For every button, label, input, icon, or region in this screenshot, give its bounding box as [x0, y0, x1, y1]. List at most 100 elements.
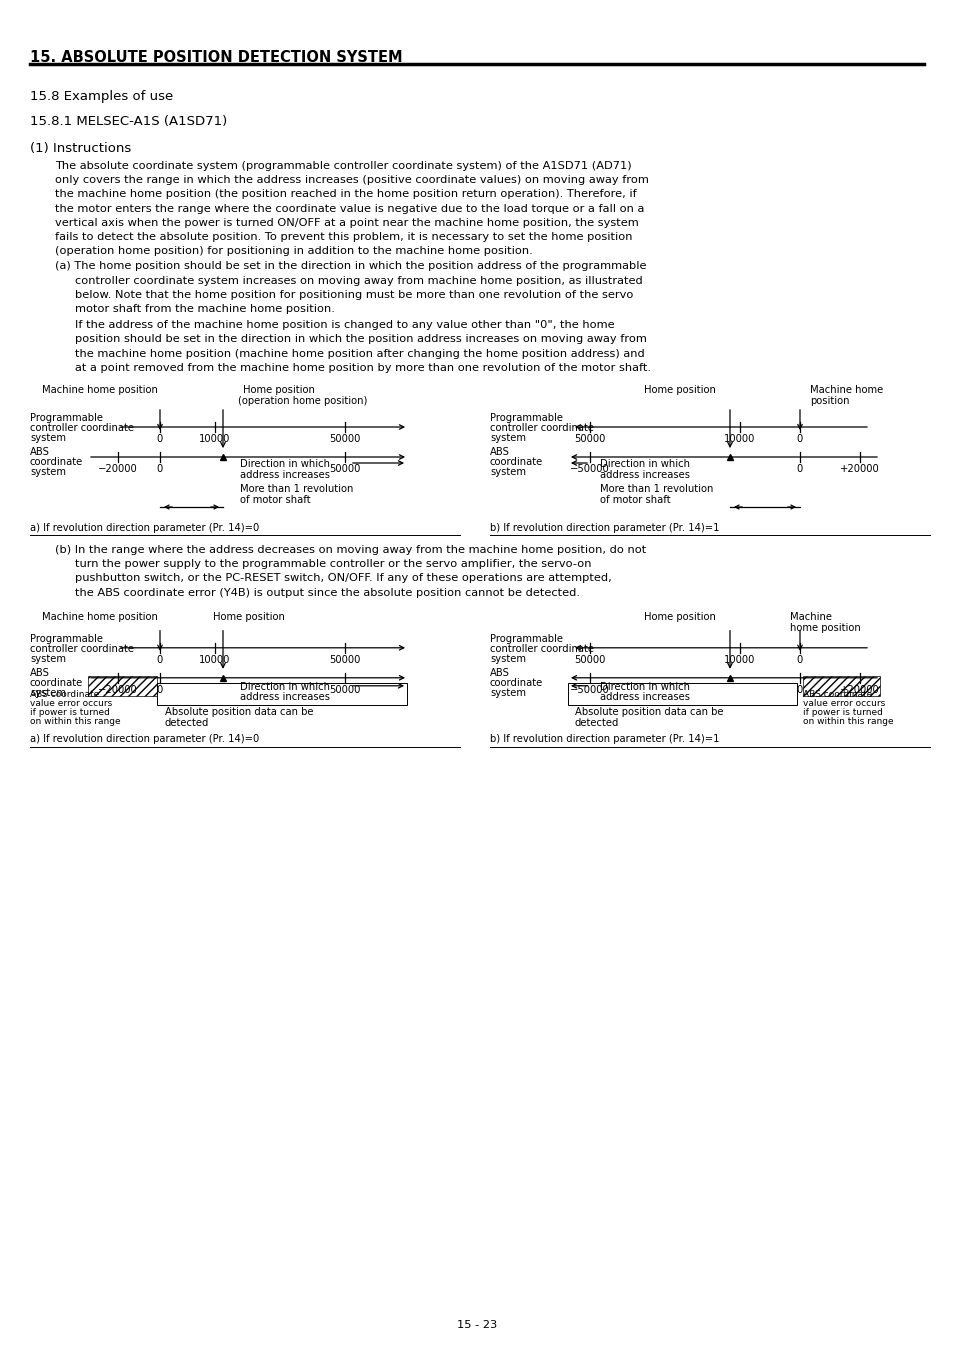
- Text: controller coordinate system increases on moving away from machine home position: controller coordinate system increases o…: [75, 275, 642, 286]
- Text: (1) Instructions: (1) Instructions: [30, 142, 132, 155]
- Text: 15.8 Examples of use: 15.8 Examples of use: [30, 90, 173, 103]
- Text: 50000: 50000: [329, 684, 360, 695]
- Text: detected: detected: [575, 718, 618, 728]
- Text: b) If revolution direction parameter (Pr. 14)=1: b) If revolution direction parameter (Pr…: [490, 522, 719, 533]
- Text: the ABS coordinate error (Y4B) is output since the absolute position cannot be d: the ABS coordinate error (Y4B) is output…: [75, 587, 579, 598]
- Text: More than 1 revolution: More than 1 revolution: [240, 485, 353, 494]
- Text: 0: 0: [796, 464, 802, 474]
- Text: ABS: ABS: [490, 668, 509, 678]
- Text: 0: 0: [156, 433, 163, 444]
- Text: ABS: ABS: [490, 447, 509, 458]
- Text: Home position: Home position: [643, 385, 715, 396]
- Text: system: system: [30, 467, 66, 477]
- Text: 50000: 50000: [329, 655, 360, 664]
- Text: on within this range: on within this range: [30, 717, 120, 726]
- Text: 10000: 10000: [199, 433, 231, 444]
- Text: a) If revolution direction parameter (Pr. 14)=0: a) If revolution direction parameter (Pr…: [30, 734, 259, 744]
- Bar: [802, 676, 879, 695]
- Text: on within this range: on within this range: [802, 717, 893, 726]
- Text: coordinate: coordinate: [490, 458, 542, 467]
- Text: if power is turned: if power is turned: [802, 707, 882, 717]
- Text: Machine home position: Machine home position: [42, 612, 158, 622]
- Text: system: system: [490, 687, 525, 698]
- Text: ABS coordinate: ABS coordinate: [802, 690, 871, 699]
- Text: address increases: address increases: [599, 470, 689, 481]
- Text: (b) In the range where the address decreases on moving away from the machine hom: (b) In the range where the address decre…: [55, 545, 645, 555]
- Text: More than 1 revolution: More than 1 revolution: [599, 485, 713, 494]
- Text: system: system: [490, 653, 525, 664]
- Text: Programmable: Programmable: [490, 413, 562, 423]
- Text: 0: 0: [796, 433, 802, 444]
- Text: 15. ABSOLUTE POSITION DETECTION SYSTEM: 15. ABSOLUTE POSITION DETECTION SYSTEM: [30, 50, 402, 65]
- Text: coordinate: coordinate: [30, 458, 83, 467]
- Text: b) If revolution direction parameter (Pr. 14)=1: b) If revolution direction parameter (Pr…: [490, 734, 719, 744]
- Text: value error occurs: value error occurs: [802, 699, 884, 707]
- Text: Direction in which: Direction in which: [599, 459, 689, 468]
- Text: system: system: [30, 687, 66, 698]
- Text: (a) The home position should be set in the direction in which the position addre: (a) The home position should be set in t…: [55, 262, 646, 271]
- Text: of motor shaft: of motor shaft: [599, 495, 670, 505]
- Text: 50000: 50000: [329, 464, 360, 474]
- Bar: [567, 683, 796, 705]
- Text: 0: 0: [156, 684, 163, 695]
- Text: ABS: ABS: [30, 447, 50, 458]
- Text: ABS coordinate: ABS coordinate: [30, 690, 99, 699]
- Text: if power is turned: if power is turned: [30, 707, 110, 717]
- Text: below. Note that the home position for positioning must be more than one revolut: below. Note that the home position for p…: [75, 290, 633, 300]
- Text: Machine home: Machine home: [809, 385, 882, 396]
- Text: the motor enters the range where the coordinate value is negative due to the loa: the motor enters the range where the coo…: [55, 204, 643, 213]
- Text: home position: home position: [789, 622, 860, 633]
- Bar: [88, 676, 157, 695]
- Text: +20000: +20000: [840, 464, 879, 474]
- Text: system: system: [30, 433, 66, 443]
- Text: 50000: 50000: [574, 655, 605, 664]
- Text: turn the power supply to the programmable controller or the servo amplifier, the: turn the power supply to the programmabl…: [75, 559, 591, 570]
- Text: 0: 0: [156, 655, 163, 664]
- Text: Direction in which: Direction in which: [599, 682, 689, 691]
- Text: controller coordinate: controller coordinate: [490, 423, 594, 433]
- Text: +20000: +20000: [840, 684, 879, 695]
- Text: Programmable: Programmable: [30, 413, 103, 423]
- Text: Home position: Home position: [243, 385, 314, 396]
- Text: position: position: [809, 396, 848, 406]
- Text: Home position: Home position: [643, 612, 715, 622]
- Text: 15 - 23: 15 - 23: [456, 1320, 497, 1330]
- Text: coordinate: coordinate: [490, 678, 542, 687]
- Text: position should be set in the direction in which the position address increases : position should be set in the direction …: [75, 335, 646, 344]
- Text: the machine home position (machine home position after changing the home positio: the machine home position (machine home …: [75, 348, 644, 359]
- Text: motor shaft from the machine home position.: motor shaft from the machine home positi…: [75, 304, 335, 315]
- Text: 10000: 10000: [199, 655, 231, 664]
- Text: Direction in which: Direction in which: [240, 459, 330, 468]
- Text: of motor shaft: of motor shaft: [240, 495, 311, 505]
- Text: 10000: 10000: [723, 433, 755, 444]
- Text: 15.8.1 MELSEC-A1S (A1SD71): 15.8.1 MELSEC-A1S (A1SD71): [30, 115, 227, 128]
- Text: fails to detect the absolute position. To prevent this problem, it is necessary : fails to detect the absolute position. T…: [55, 232, 632, 242]
- Text: system: system: [490, 467, 525, 477]
- Text: Programmable: Programmable: [30, 633, 103, 644]
- Text: Absolute position data can be: Absolute position data can be: [165, 707, 314, 717]
- Text: Machine home position: Machine home position: [42, 385, 158, 396]
- Text: 0: 0: [156, 464, 163, 474]
- Text: 10000: 10000: [723, 655, 755, 664]
- Text: 0: 0: [796, 655, 802, 664]
- Text: controller coordinate: controller coordinate: [30, 644, 133, 653]
- Text: pushbutton switch, or the PC-RESET switch, ON/OFF. If any of these operations ar: pushbutton switch, or the PC-RESET switc…: [75, 574, 611, 583]
- Text: address increases: address increases: [599, 691, 689, 702]
- Text: controller coordinate: controller coordinate: [30, 423, 133, 433]
- Text: 0: 0: [796, 684, 802, 695]
- Text: −50000: −50000: [570, 464, 609, 474]
- Text: The absolute coordinate system (programmable controller coordinate system) of th: The absolute coordinate system (programm…: [55, 161, 631, 171]
- Text: −20000: −20000: [98, 464, 138, 474]
- Text: −20000: −20000: [98, 684, 138, 695]
- Text: −50000: −50000: [570, 684, 609, 695]
- Bar: [157, 683, 407, 705]
- Text: 50000: 50000: [329, 433, 360, 444]
- Text: If the address of the machine home position is changed to any value other than ": If the address of the machine home posit…: [75, 320, 614, 331]
- Text: value error occurs: value error occurs: [30, 699, 112, 707]
- Text: Programmable: Programmable: [490, 633, 562, 644]
- Text: address increases: address increases: [240, 470, 330, 481]
- Text: system: system: [30, 653, 66, 664]
- Text: address increases: address increases: [240, 691, 330, 702]
- Text: coordinate: coordinate: [30, 678, 83, 687]
- Text: (operation home position): (operation home position): [237, 396, 367, 406]
